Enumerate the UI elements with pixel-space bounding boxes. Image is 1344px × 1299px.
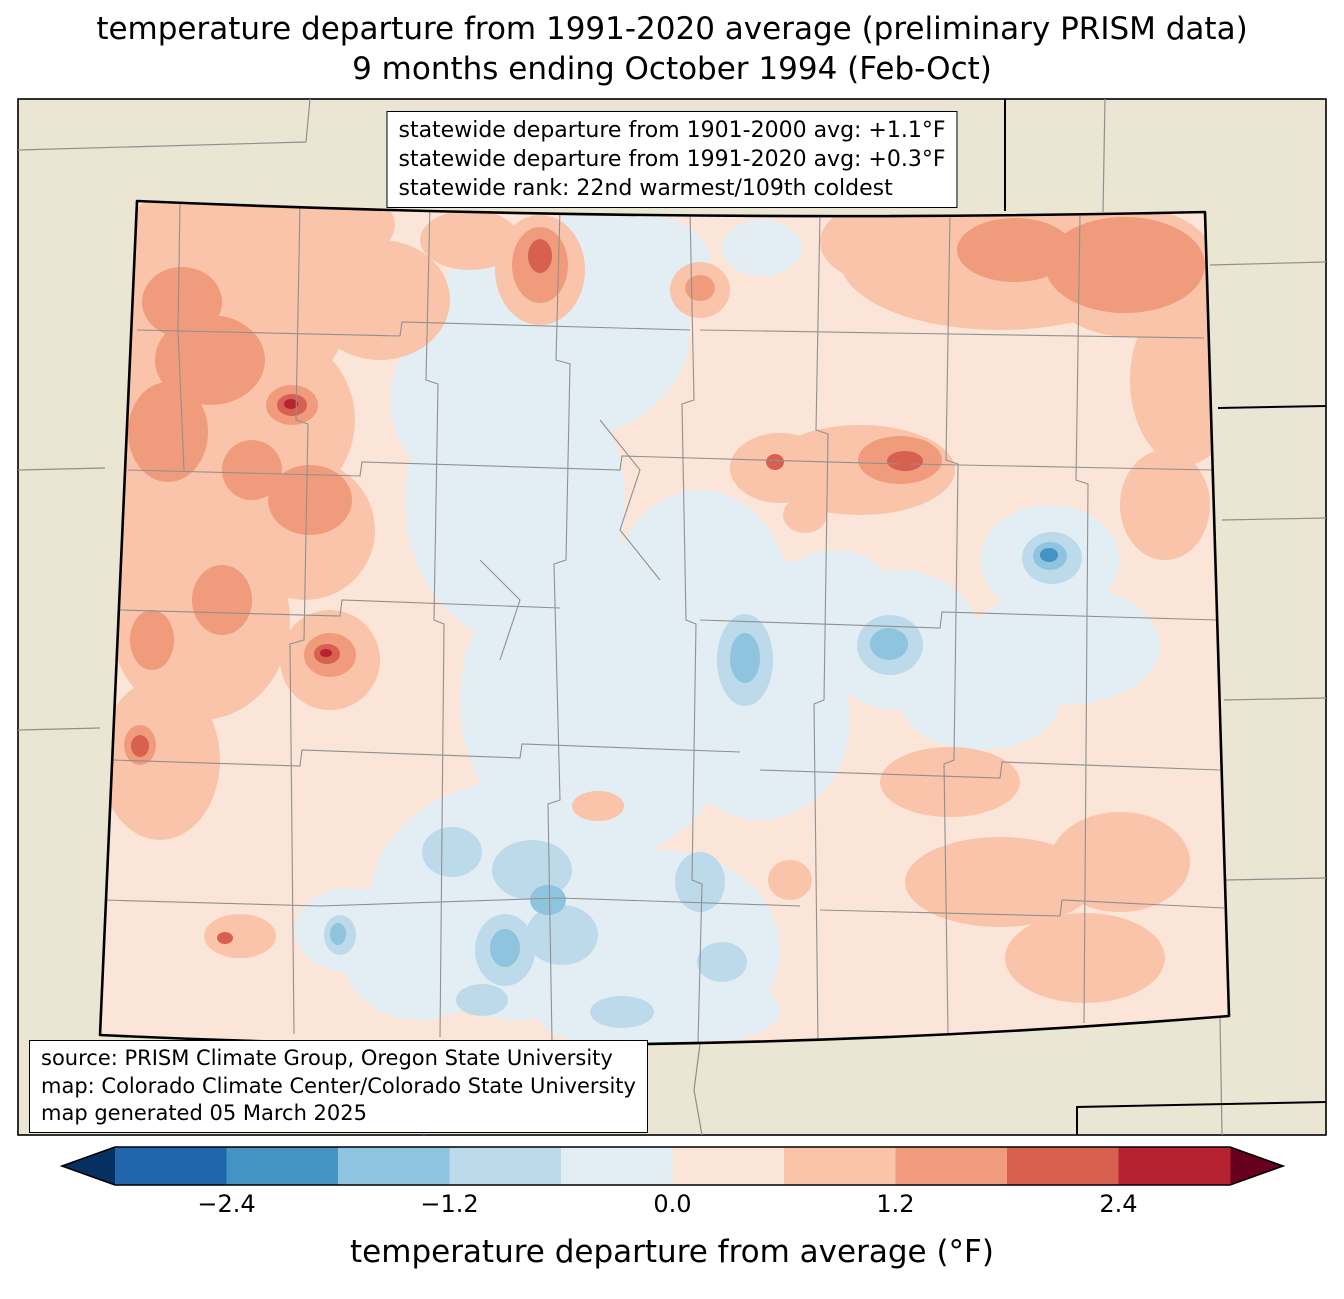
contours-neg2.4-to-neg1.8 [1040, 548, 1058, 562]
tick-0.0: 0.0 [653, 1190, 692, 1218]
source-attribution-box: source: PRISM Climate Group, Oregon Stat… [29, 1040, 648, 1134]
chart-title: temperature departure from 1991-2020 ave… [0, 10, 1344, 89]
contours-above-2.4 [284, 399, 332, 657]
contours-1.8-to-2.4 [131, 239, 923, 944]
county-boundaries [103, 201, 1225, 1044]
stats-line-rank: statewide rank: 22nd warmest/109th colde… [398, 176, 893, 202]
oklahoma-border [1076, 1101, 1327, 1135]
tick-2.4: 2.4 [1099, 1190, 1138, 1218]
contours-neg0.6-to-0 [295, 206, 1160, 1045]
colorbar [59, 1146, 1286, 1186]
colorbar-tick-labels: −2.4 −1.2 0.0 1.2 2.4 [115, 1190, 1230, 1218]
statewide-stats-box: statewide departure from 1901-2000 avg: … [386, 111, 958, 209]
map-credit-line: map: Colorado Climate Center/Colorado St… [41, 1073, 636, 1098]
nebraska-kansas-border [1217, 405, 1327, 409]
colorado-contour-fill [100, 201, 1229, 1045]
stats-line-1991-2020: statewide departure from 1991-2020 avg: … [398, 147, 946, 173]
chart-title-line1: temperature departure from 1991-2020 ave… [96, 11, 1248, 47]
generated-date-line: map generated 05 March 2025 [41, 1101, 368, 1126]
chart-title-line2: 9 months ending October 1994 (Feb-Oct) [352, 50, 992, 87]
surrounding-states-lines [17, 98, 1327, 1136]
tick-1.2: 1.2 [876, 1190, 915, 1218]
tick-neg2.4: −2.4 [197, 1190, 256, 1218]
source-line: source: PRISM Climate Group, Oregon Stat… [41, 1046, 613, 1070]
stats-line-1901-2000: statewide departure from 1901-2000 avg: … [398, 118, 946, 143]
contours-neg1.8-to-neg1.2 [330, 542, 1067, 967]
colorbar-axis-label: temperature departure from average (°F) [350, 1234, 994, 1270]
tick-neg1.2: −1.2 [420, 1190, 479, 1218]
